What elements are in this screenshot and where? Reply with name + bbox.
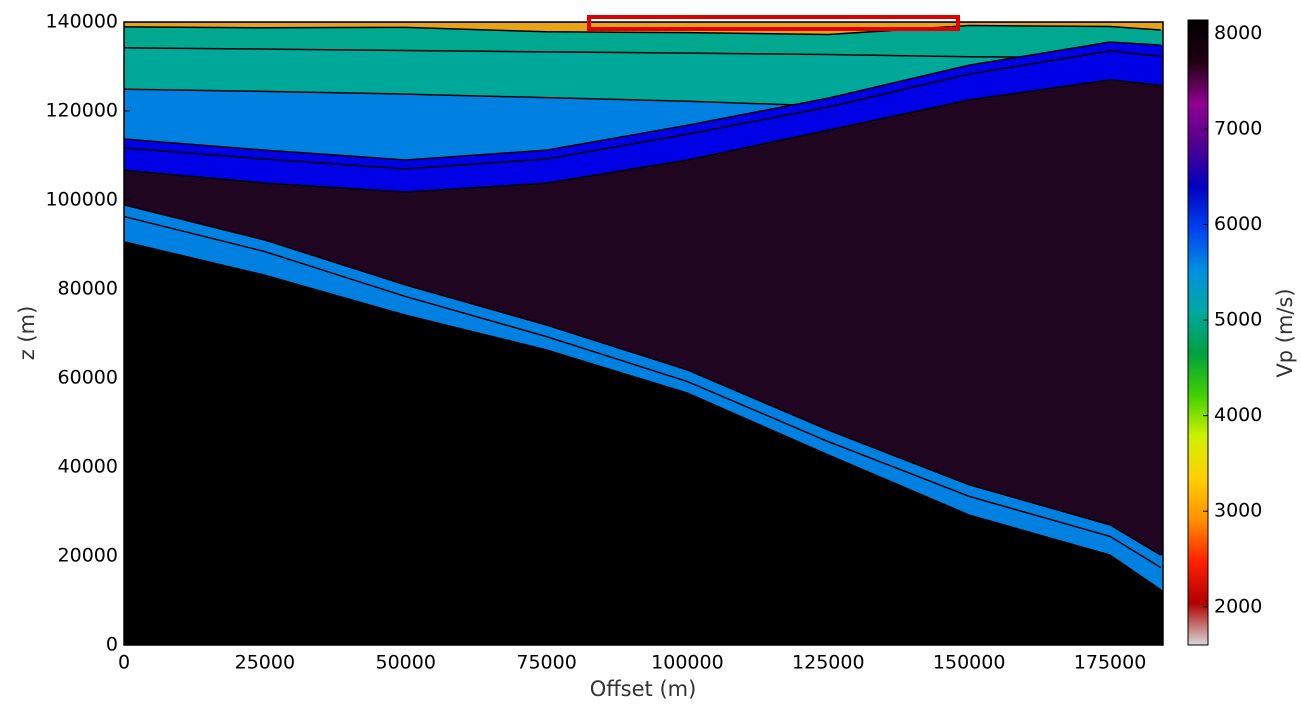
x-tick-label: 75000: [516, 652, 576, 674]
layer-boundary: [124, 204, 1162, 556]
layer-boundary: [124, 241, 1162, 591]
layer: [124, 241, 1163, 645]
highlight-box: [587, 15, 960, 31]
y-tick-label: 140000: [45, 11, 118, 33]
y-axis-label: z (m): [15, 306, 39, 361]
layer-boundary: [124, 79, 1161, 193]
y-tick-label: 60000: [58, 367, 118, 389]
y-tick-label: 40000: [58, 456, 118, 478]
x-tick-label: 150000: [933, 652, 1006, 674]
x-tick-label: 125000: [792, 652, 865, 674]
y-tick-label: 100000: [45, 189, 118, 211]
plot-area: [124, 22, 1163, 645]
y-tick-label: 120000: [45, 100, 118, 122]
plot-frame: [123, 21, 1164, 646]
x-tick-label: 175000: [1074, 652, 1147, 674]
layer-boundary: [124, 50, 1161, 170]
layer-boundary: [124, 24, 1161, 36]
x-tick-label: 0: [118, 652, 130, 674]
colorbar-tick-label: 6000: [1214, 213, 1262, 235]
colorbar-tick-label: 2000: [1214, 595, 1262, 617]
layer-boundary: [124, 41, 1161, 161]
colorbar-tick-label: 4000: [1214, 404, 1262, 426]
y-tick-label: 20000: [58, 545, 118, 567]
colorbar-tick-label: 3000: [1214, 500, 1262, 522]
colorbar-tick-label: 7000: [1214, 117, 1262, 139]
y-tick-label: 0: [106, 634, 118, 656]
colorbar-tick-label: 5000: [1214, 309, 1262, 331]
layer-boundary: [124, 215, 1162, 569]
colorbar-tick-label: 8000: [1214, 22, 1262, 44]
x-tick-label: 100000: [651, 652, 724, 674]
colorbar: [1187, 19, 1209, 646]
colorbar-label: Vp (m/s): [1273, 288, 1297, 377]
x-tick-label: 50000: [375, 652, 435, 674]
y-tick-label: 80000: [58, 278, 118, 300]
x-tick-label: 25000: [235, 652, 295, 674]
x-axis-label: Offset (m): [590, 677, 697, 701]
